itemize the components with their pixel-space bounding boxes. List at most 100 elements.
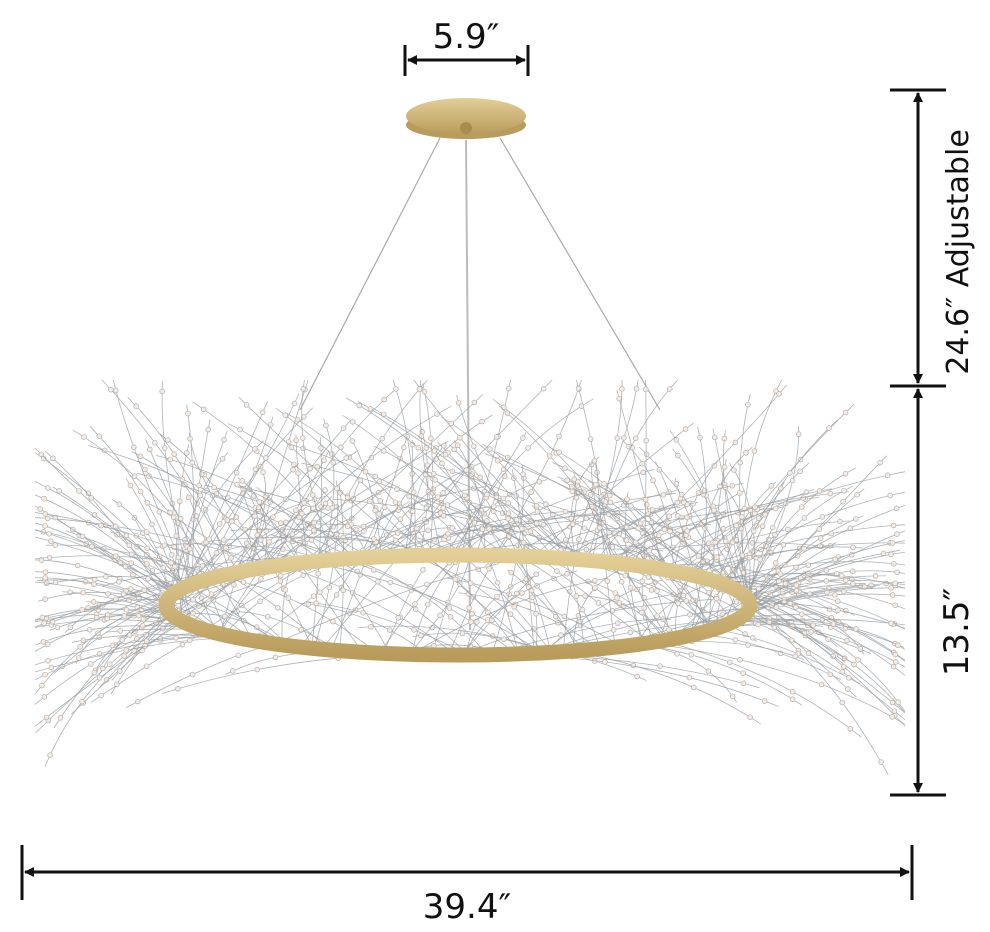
crystal-bead: [556, 449, 562, 456]
crystal-bead: [789, 688, 796, 695]
crystal-bead: [832, 556, 838, 563]
crystal-bead: [41, 694, 48, 700]
crystal-bead: [832, 592, 838, 598]
sprig: [65, 530, 280, 645]
crystal-bead: [57, 715, 64, 721]
crystal-bead: [504, 410, 511, 416]
sprig: [234, 579, 378, 654]
sprig: [145, 439, 228, 636]
crystal-bead: [839, 699, 845, 706]
crystal-bead: [575, 478, 581, 485]
crystal-bead: [564, 477, 570, 483]
body-height: 13.5″: [937, 588, 977, 676]
crystal-bead: [513, 516, 520, 523]
crystal-bead: [343, 455, 349, 461]
crystal-bead: [126, 632, 133, 638]
sprig: [463, 570, 578, 656]
crystal-bead: [772, 532, 778, 538]
sprig: [575, 379, 639, 560]
crystal-bead: [109, 642, 116, 649]
sprig: [740, 570, 906, 593]
crystal-bead: [82, 578, 89, 585]
crystal-bead: [144, 500, 151, 506]
sprig: [682, 524, 906, 574]
crystal-bead: [54, 624, 61, 631]
crystal-bead: [591, 458, 598, 464]
crystal-bead: [334, 485, 340, 492]
crystal-bead: [528, 489, 534, 495]
crystal-bead: [745, 642, 751, 648]
crystal-bead: [187, 546, 193, 552]
crystal-bead: [173, 533, 179, 539]
crystal-bead: [291, 400, 298, 407]
crystal-bead: [147, 446, 153, 453]
crystal-bead: [643, 437, 649, 444]
crystal-bead: [210, 597, 217, 604]
crystal-bead: [759, 523, 766, 530]
crystal-bead: [632, 539, 639, 546]
crystal-bead: [602, 659, 608, 665]
crystal-bead: [794, 552, 801, 559]
crystal-bead: [729, 693, 736, 700]
crystal-bead: [579, 607, 586, 613]
sprig: [586, 379, 623, 561]
crystal-bead: [895, 642, 901, 649]
crystal-bead: [601, 481, 607, 487]
sprig: [322, 418, 335, 561]
sprig: [239, 485, 314, 649]
crystal-bead: [493, 434, 500, 440]
crystal-bead: [38, 557, 45, 563]
crystal-bead: [501, 473, 508, 479]
crystal-bead: [101, 447, 108, 454]
sprig: [355, 504, 505, 559]
crystal-bead: [739, 514, 745, 520]
crystal-bead: [121, 653, 127, 659]
crystal-bead: [156, 509, 162, 515]
crystal-bead: [888, 551, 894, 558]
crystal-bead: [847, 726, 854, 732]
crystal-bead: [606, 529, 612, 536]
crystal-bead: [857, 646, 864, 652]
crystal-bead: [418, 632, 424, 639]
crystal-bead: [862, 584, 868, 590]
crystal-bead: [127, 482, 134, 489]
crystal-bead: [506, 385, 512, 392]
crystal-bead: [623, 537, 630, 544]
crystal-bead: [751, 448, 758, 454]
crystal-bead: [421, 388, 428, 395]
sprig: [355, 511, 480, 559]
crystal-bead: [145, 576, 151, 582]
crystal-bead: [582, 593, 588, 599]
crystal-bead: [410, 508, 416, 515]
ring: [158, 547, 758, 663]
crystal-bead: [424, 581, 430, 587]
crystal-bead: [42, 523, 48, 529]
crystal-bead: [670, 544, 676, 551]
sprig: [412, 556, 543, 654]
crystal-bead: [890, 522, 897, 529]
sprig: [35, 574, 225, 734]
crystal-bead: [851, 661, 857, 668]
sprig: [745, 425, 800, 597]
crystal-bead: [747, 714, 753, 720]
sprig: [44, 576, 183, 590]
crystal-bead: [266, 539, 272, 545]
crystal-bead: [190, 610, 196, 617]
crystal-bead: [800, 495, 807, 501]
crystal-bead: [173, 635, 179, 641]
crystal-bead: [827, 671, 833, 678]
crystal-bead: [782, 580, 789, 587]
crystal-bead: [583, 546, 590, 553]
crystal-bead: [894, 531, 900, 537]
crystal-bead: [211, 484, 217, 491]
crystal-bead: [285, 595, 292, 601]
crystal-bead: [293, 507, 299, 513]
crystal-bead: [172, 564, 178, 570]
crystal-bead: [330, 618, 336, 625]
crystal-bead: [842, 577, 849, 584]
crystal-bead: [536, 479, 542, 485]
crystal-bead: [322, 487, 328, 493]
crystal-bead: [451, 446, 457, 453]
crystal-bead: [708, 545, 715, 552]
